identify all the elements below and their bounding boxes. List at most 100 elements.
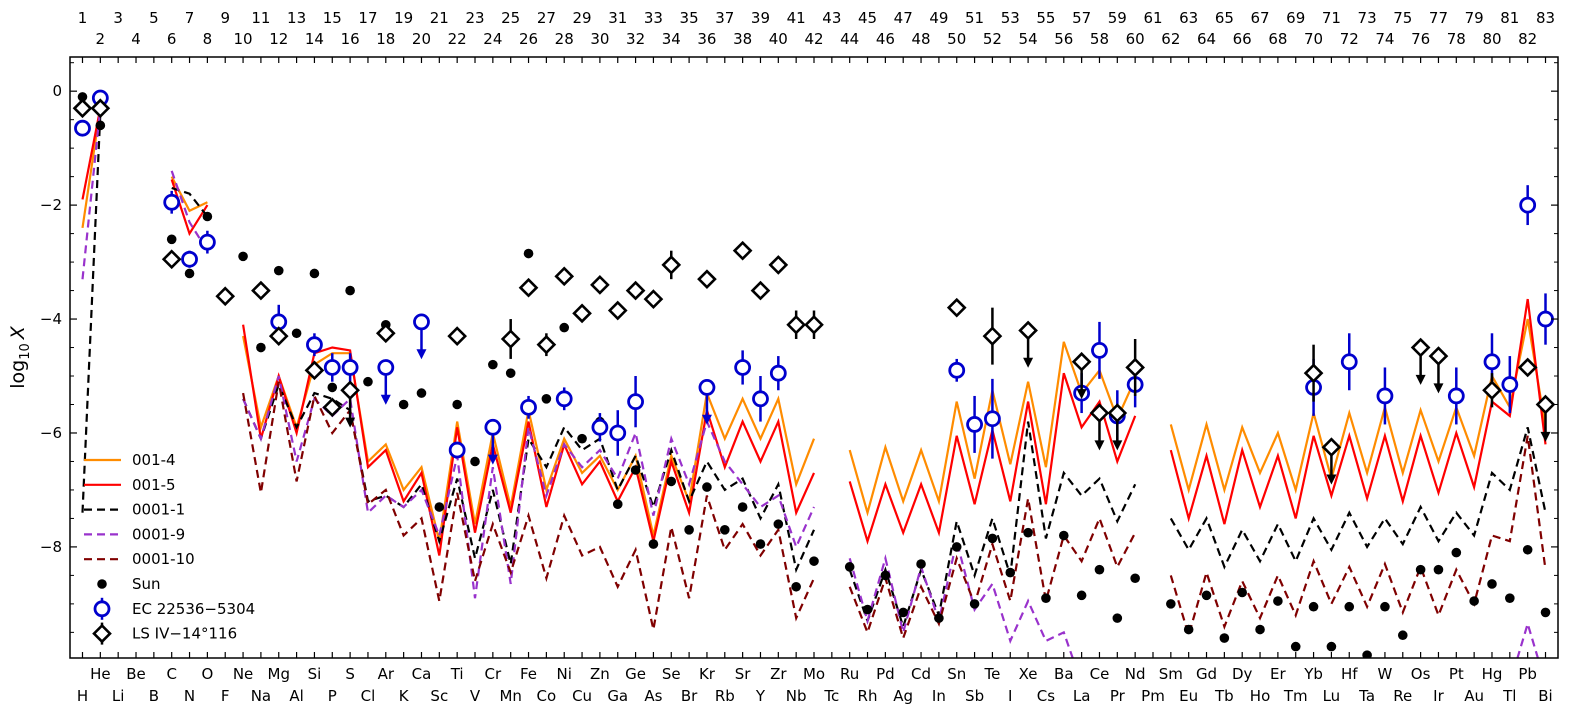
ls-point-z12 — [268, 326, 289, 346]
top-label-6: 6 — [167, 30, 177, 48]
element-label-Ne: Ne — [233, 665, 253, 683]
element-label-Hg: Hg — [1482, 665, 1503, 683]
ls-point-z50 — [946, 297, 967, 318]
ls-point-z30 — [590, 275, 610, 295]
ls-point-z36 — [697, 269, 717, 290]
top-label-78: 78 — [1447, 30, 1466, 48]
sun-point-z47 — [898, 607, 909, 618]
top-label-53: 53 — [1001, 9, 1020, 27]
element-label-Cr: Cr — [485, 665, 502, 683]
element-label-P: P — [328, 687, 337, 705]
series-line-0001-10-seg-0 — [242, 381, 816, 630]
element-label-Gd: Gd — [1196, 665, 1217, 683]
element-label-Pr: Pr — [1110, 687, 1126, 705]
top-label-23: 23 — [465, 9, 484, 27]
sun-point-z74 — [1380, 601, 1390, 612]
sun-point-z10 — [238, 251, 248, 262]
ls-point-z11 — [251, 280, 271, 301]
top-label-15: 15 — [323, 9, 342, 27]
element-label-Au: Au — [1464, 687, 1484, 705]
element-label-Ti: Ti — [450, 665, 464, 683]
y-tick-label--2: −2 — [40, 196, 62, 214]
ls-point-z15 — [322, 397, 343, 418]
legend-label-5: Sun — [132, 575, 161, 593]
legend: 001-4 001-5 0001-1 0001-9 0001-10 Sun EC 22536… — [84, 451, 255, 645]
element-label-B: B — [149, 687, 159, 705]
sun-point-z52 — [987, 533, 998, 544]
ls-point-z58 — [1089, 403, 1110, 423]
ls-upper-arrow-z77 — [1433, 383, 1444, 394]
sun-point-z53 — [1005, 567, 1016, 578]
top-atomic-number-labels: 1 3 5 7 9 11 13 15 17 19 21 23 25 27 29 31 33 35 37 39 41 43 4… — [78, 9, 1555, 48]
top-label-35: 35 — [680, 9, 699, 27]
sun-point-z66 — [1237, 587, 1248, 598]
legend-swatch-ec — [93, 600, 111, 618]
top-label-76: 76 — [1411, 30, 1430, 48]
series-line-001-5-seg-4 — [1169, 298, 1547, 525]
top-label-10: 10 — [234, 30, 253, 48]
sun-point-z55 — [1041, 593, 1051, 603]
sun-point-z38 — [737, 502, 748, 512]
y-tick-label--8: −8 — [40, 538, 62, 556]
element-label-Pt: Pt — [1449, 665, 1464, 683]
top-label-50: 50 — [947, 30, 966, 48]
ec-point-z40 — [769, 364, 787, 382]
sun-point-z48 — [916, 559, 926, 569]
ls-point-z27 — [536, 334, 557, 355]
top-label-29: 29 — [573, 9, 592, 27]
top-label-24: 24 — [483, 30, 502, 48]
ec-point-z24 — [484, 418, 502, 436]
sun-point-z35 — [684, 525, 694, 535]
element-label-Nb: Nb — [786, 687, 807, 705]
ec-point-z31 — [609, 424, 627, 442]
ls-point-z1 — [72, 98, 93, 119]
top-label-9: 9 — [220, 9, 230, 27]
element-label-Ge: Ge — [625, 665, 646, 683]
top-label-69: 69 — [1286, 9, 1305, 27]
legend-swatch-ls — [92, 623, 112, 644]
top-label-19: 19 — [394, 9, 413, 27]
sun-point-z64 — [1201, 590, 1212, 601]
element-label-Sc: Sc — [430, 687, 448, 705]
top-label-56: 56 — [1054, 30, 1073, 48]
element-label-Pm: Pm — [1141, 687, 1165, 705]
y-tick-labels: 0 −2 −4 −6 −8 — [40, 82, 62, 556]
top-label-42: 42 — [804, 30, 823, 48]
sun-point-z25 — [505, 368, 516, 378]
ls-point-z70 — [1303, 363, 1324, 384]
top-label-11: 11 — [251, 9, 270, 27]
top-label-36: 36 — [697, 30, 716, 48]
top-label-62: 62 — [1161, 30, 1180, 48]
bottom-element-labels: He Be C O Ne Mg Si S Ar Ca Ti Cr Fe Ni Zn Ge Se Kr Sr Zr Mo R… — [77, 665, 1553, 705]
sun-point-z1 — [77, 92, 88, 102]
top-label-3: 3 — [113, 9, 123, 27]
element-label-V: V — [470, 687, 481, 705]
series-line-0001-10-seg-2 — [1169, 435, 1547, 640]
ls-point-z80 — [1482, 380, 1502, 401]
ls-point-z71 — [1321, 437, 1342, 458]
ls-point-z18 — [375, 323, 396, 344]
element-label-Sr: Sr — [735, 665, 752, 683]
top-label-34: 34 — [662, 30, 681, 48]
ls-upper-arrow-z76 — [1415, 374, 1426, 385]
top-label-75: 75 — [1393, 9, 1412, 27]
ls-point-z29 — [572, 303, 592, 324]
sun-point-z49 — [934, 613, 944, 623]
ec-point-z39 — [752, 390, 769, 408]
element-label-Eu: Eu — [1179, 687, 1198, 705]
top-label-18: 18 — [376, 30, 395, 48]
ls-point-z2 — [90, 98, 111, 119]
series-line-0001-1-seg-2 — [242, 381, 816, 574]
sun-point-z8 — [202, 211, 213, 222]
element-label-Zr: Zr — [770, 665, 787, 683]
element-label-Al: Al — [289, 687, 303, 705]
ec-point-z16 — [341, 359, 359, 376]
ls-point-z26 — [518, 277, 539, 298]
sun-point-z14 — [309, 268, 320, 279]
sun-point-z16 — [345, 285, 355, 296]
top-label-58: 58 — [1090, 30, 1109, 48]
legend-label-4: 0001-10 — [132, 550, 195, 568]
sun-point-z50 — [951, 542, 962, 552]
ec-point-z28 — [555, 390, 573, 408]
top-label-54: 54 — [1019, 30, 1038, 48]
